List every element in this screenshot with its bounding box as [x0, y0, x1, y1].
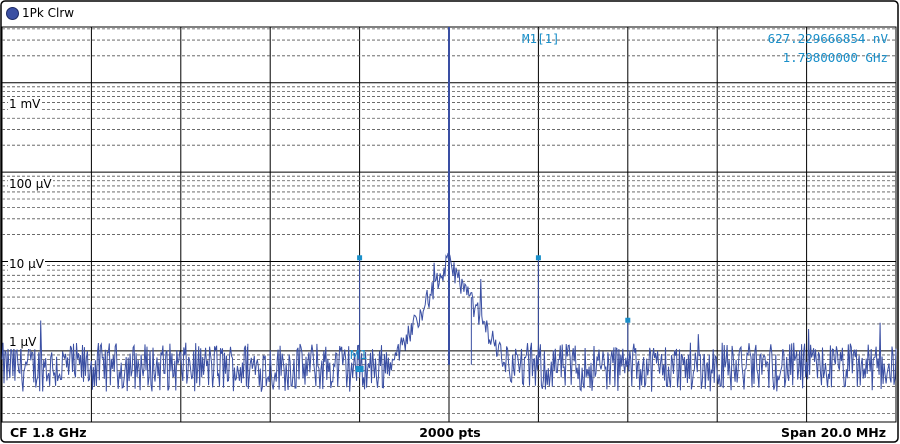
trace-indicator-icon [6, 6, 19, 20]
trace-label: 1Pk Clrw [22, 6, 75, 20]
marker-m1-label: M1 [350, 348, 368, 362]
peak-marker [625, 317, 631, 323]
y-tick-label-1uv: 1 µV [8, 335, 38, 349]
marker-name: M1[1] [522, 31, 560, 46]
y-tick-label-10uv: 10 µV [8, 257, 45, 271]
marker-frequency: 1.79800000 GHz [782, 50, 888, 65]
peak-marker [535, 255, 541, 261]
frequency-span: Span 20.0 MHz [780, 425, 886, 440]
y-tick-label-100uv: 100 µV [8, 177, 53, 191]
marker-m1-symbol [355, 365, 364, 372]
marker-layer: M1 [350, 348, 368, 372]
spectrum-trace [1, 27, 897, 392]
marker-level: 627.229666854 nV [767, 31, 888, 46]
peak-marker [357, 255, 363, 261]
trace-header: 1Pk Clrw [6, 4, 74, 22]
y-tick-label-1mv: 1 mV [8, 97, 42, 111]
center-frequency: CF 1.8 GHz [10, 425, 87, 440]
sweep-points: 2000 pts [419, 425, 481, 440]
